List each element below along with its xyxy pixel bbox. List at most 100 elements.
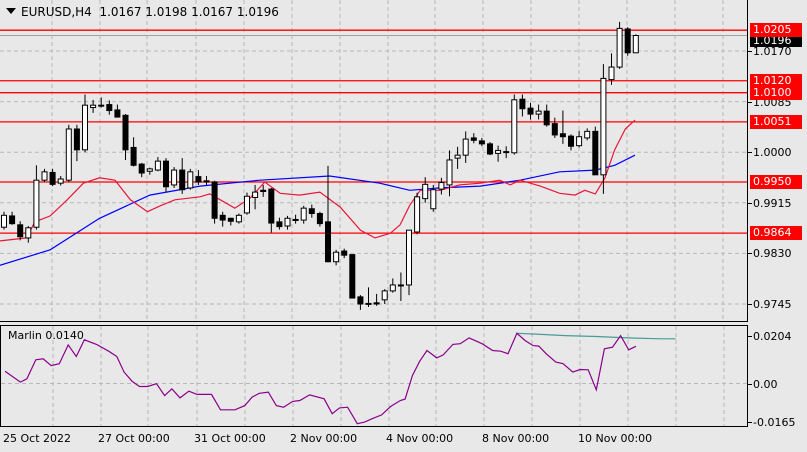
axis-tick — [748, 101, 752, 103]
bearish-candle — [470, 137, 477, 141]
bearish-candle — [341, 250, 348, 256]
level-price-label: 0.9950 — [750, 174, 802, 189]
bearish-candle — [316, 213, 323, 225]
slow-moving-average-line — [0, 154, 636, 266]
bullish-candle — [576, 136, 583, 147]
bullish-candle — [600, 77, 607, 176]
axis-tick — [748, 152, 752, 154]
dropdown-triangle-icon[interactable] — [6, 8, 16, 14]
bullish-candle — [300, 207, 307, 221]
axis-tick — [748, 202, 752, 204]
bullish-candle — [90, 104, 97, 109]
time-label: 2 Nov 00:00 — [290, 432, 358, 445]
bullish-candle — [25, 227, 32, 239]
bullish-candle — [438, 182, 445, 190]
bullish-candle — [430, 189, 437, 210]
price-axis-label: 1.0170 — [753, 45, 792, 58]
level-price-label: 1.0100 — [750, 85, 802, 100]
bearish-candle — [308, 208, 315, 215]
price-axis-label: 0.9745 — [753, 298, 792, 311]
bearish-candle — [138, 163, 145, 174]
bullish-candle — [414, 196, 421, 233]
level-price-label: 1.0205 — [750, 23, 802, 38]
bullish-candle — [511, 99, 518, 154]
bearish-candle — [130, 146, 137, 166]
bearish-candle — [114, 109, 121, 118]
fast-moving-average-line — [0, 119, 636, 242]
bullish-candle — [462, 138, 469, 156]
bearish-candle — [543, 110, 550, 126]
bearish-candle — [559, 133, 566, 138]
time-label: 8 Nov 00:00 — [482, 432, 550, 445]
bearish-candle — [276, 221, 283, 228]
indicator-axis-label: 0.0204 — [753, 330, 792, 344]
bullish-candle — [252, 191, 259, 198]
bearish-candle — [568, 135, 574, 147]
ohlc-values: 1.0167 1.0198 1.0167 1.0196 — [99, 5, 279, 19]
bullish-candle — [381, 290, 388, 301]
bearish-candle — [227, 217, 234, 222]
bearish-candle — [179, 169, 186, 191]
bullish-candle — [406, 229, 412, 286]
bearish-candle — [487, 143, 493, 155]
bullish-candle — [1, 214, 7, 228]
bullish-candle — [608, 66, 615, 81]
indicator-title: Marlin 0.0140 — [8, 329, 84, 342]
bullish-candle — [632, 35, 639, 54]
bearish-candle — [203, 180, 210, 183]
bearish-candle — [106, 104, 113, 112]
axis-tick — [748, 336, 752, 338]
bearish-candle — [373, 302, 380, 305]
price-axis-label: 1.0000 — [753, 146, 792, 160]
bullish-candle — [146, 168, 153, 172]
bearish-candle — [624, 28, 631, 54]
bullish-candle — [422, 183, 429, 200]
bearish-candle — [357, 296, 364, 305]
bearish-candle — [211, 181, 218, 219]
marlin-signal-line — [516, 332, 676, 340]
bullish-candle — [333, 251, 340, 263]
bullish-candle — [82, 104, 88, 151]
bearish-candle — [163, 160, 169, 188]
bearish-candle — [268, 188, 275, 224]
bullish-candle — [495, 149, 502, 154]
bearish-candle — [9, 215, 16, 225]
bearish-candle — [519, 98, 526, 110]
bullish-candle — [65, 128, 72, 181]
axis-tick — [748, 51, 752, 52]
symbol-label: EURUSD,H4 — [21, 5, 92, 19]
indicator-canvas — [1, 326, 747, 426]
bullish-candle — [187, 171, 194, 189]
indicator-axis-label: 0.00 — [753, 377, 778, 391]
price-axis-label: 0.9830 — [753, 247, 792, 261]
axis-tick — [748, 383, 752, 385]
indicator-axis-label: -0.0165 — [753, 415, 796, 429]
bullish-candle — [584, 130, 591, 139]
level-price-label: 0.9864 — [750, 226, 802, 241]
chart-title: EURUSD,H4 1.0167 1.0198 1.0167 1.0196 — [6, 5, 279, 19]
time-label: 10 Nov 00:00 — [578, 432, 653, 445]
bullish-candle — [446, 159, 453, 186]
price-axis-label: 0.9915 — [753, 196, 792, 210]
bullish-candle — [154, 160, 161, 171]
bearish-candle — [73, 128, 80, 151]
bearish-candle — [349, 254, 356, 299]
bearish-candle — [292, 218, 299, 221]
time-label: 27 Oct 00:00 — [98, 432, 170, 445]
level-price-label: 1.0120 — [750, 73, 802, 88]
bearish-candle — [527, 107, 534, 115]
price-chart-pane[interactable]: EURUSD,H4 1.0167 1.0198 1.0167 1.0196 — [0, 0, 748, 322]
bearish-candle — [551, 123, 558, 136]
axis-tick — [748, 304, 752, 305]
marlin-indicator-pane[interactable]: Marlin 0.0140 — [0, 325, 748, 427]
axis-tick — [748, 421, 752, 423]
time-label: 4 Nov 00:00 — [386, 432, 454, 445]
axis-tick — [748, 253, 752, 255]
bullish-candle — [535, 110, 542, 115]
time-label: 25 Oct 2022 — [3, 432, 72, 445]
level-price-label: 1.0051 — [750, 114, 802, 129]
bullish-candle — [389, 284, 396, 292]
bearish-candle — [17, 224, 24, 238]
price-chart-canvas — [0, 0, 747, 321]
bullish-candle — [616, 27, 623, 68]
